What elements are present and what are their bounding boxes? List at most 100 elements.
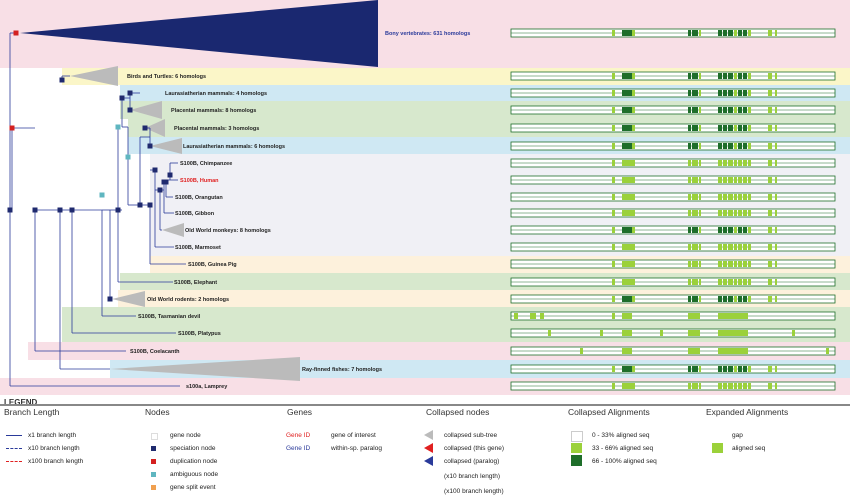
aligned-block xyxy=(738,177,742,183)
duplication-node-icon xyxy=(151,459,156,464)
aligned-block xyxy=(622,330,632,336)
aligned-block xyxy=(723,210,727,216)
aligned-block xyxy=(600,330,603,336)
collapsed-subtree-triangle xyxy=(145,119,165,137)
aligned-block xyxy=(632,177,635,183)
row-label: S100B, Marmoset xyxy=(175,245,221,251)
aligned-block xyxy=(775,366,777,372)
aligned-block xyxy=(632,143,635,149)
aligned-block xyxy=(699,160,701,166)
aligned-block xyxy=(728,73,733,79)
aligned-block xyxy=(699,261,701,267)
aligned-block xyxy=(688,227,691,233)
aligned-block xyxy=(723,125,727,131)
aligned-block xyxy=(699,210,701,216)
duplication-node-icon xyxy=(13,30,19,36)
aligned-block xyxy=(612,383,615,389)
aligned-block xyxy=(699,30,701,36)
exp-aligned-swatch xyxy=(712,443,723,453)
legend-collapsed-paralog: collapsed (paralog) xyxy=(444,458,500,465)
aligned-block xyxy=(718,73,722,79)
aligned-block xyxy=(768,194,772,200)
aligned-block xyxy=(632,383,635,389)
aligned-block xyxy=(748,244,751,250)
aligned-block xyxy=(738,279,742,285)
aligned-block xyxy=(743,383,747,389)
aligned-block xyxy=(748,279,751,285)
aligned-block xyxy=(728,279,733,285)
aligned-block xyxy=(688,296,691,302)
legend-node-speciation: speciation node xyxy=(170,445,216,452)
row-label: Old World monkeys: 8 homologs xyxy=(185,228,271,234)
row-background xyxy=(120,101,850,119)
legend-branch-x100: x100 branch length xyxy=(28,458,84,465)
aligned-block xyxy=(748,160,751,166)
aligned-block xyxy=(748,296,751,302)
aligned-block xyxy=(743,279,747,285)
aligned-block xyxy=(692,279,698,285)
ambiguous-node-icon xyxy=(115,124,121,130)
duplication-node-icon xyxy=(9,125,15,131)
aligned-block xyxy=(734,366,737,372)
aligned-block xyxy=(728,125,733,131)
aligned-block xyxy=(734,279,737,285)
aligned-block xyxy=(748,107,751,113)
row-label: Placental mammals: 3 homologs xyxy=(174,126,259,132)
collapsed-subtree-triangle xyxy=(110,357,300,381)
speciation-node-icon xyxy=(59,77,65,83)
legend-title: LEGEND xyxy=(4,398,38,407)
aligned-block xyxy=(699,177,701,183)
aligned-block xyxy=(738,383,742,389)
aligned-block xyxy=(612,366,615,372)
aligned-block xyxy=(775,383,777,389)
aligned-block xyxy=(622,160,632,166)
legend-align-33-66: 33 - 66% aligned seq xyxy=(592,445,654,452)
aligned-block xyxy=(734,143,737,149)
aligned-block xyxy=(723,366,727,372)
aligned-block xyxy=(632,366,635,372)
aligned-block xyxy=(768,73,772,79)
gene-tree: Bony vertebrates: 631 homologs Birds and … xyxy=(0,0,850,395)
aligned-block xyxy=(768,366,772,372)
speciation-node-icon xyxy=(157,187,163,193)
speciation-node-icon xyxy=(147,143,153,149)
aligned-block xyxy=(718,383,722,389)
aligned-block xyxy=(768,177,772,183)
aligned-block xyxy=(728,143,733,149)
aligned-block xyxy=(743,143,747,149)
aligned-block xyxy=(768,210,772,216)
aligned-block xyxy=(699,383,701,389)
align-0-33-swatch xyxy=(571,431,583,442)
aligned-block xyxy=(728,296,733,302)
aligned-block xyxy=(723,279,727,285)
aligned-block xyxy=(622,194,632,200)
legend-collapsed-x100: (x100 branch length) xyxy=(444,488,504,495)
aligned-block xyxy=(688,261,691,267)
gene-split-icon xyxy=(151,485,156,490)
legend-collapsed-this-gene: collapsed (this gene) xyxy=(444,445,504,452)
aligned-block xyxy=(632,227,635,233)
aligned-block xyxy=(612,261,615,267)
aligned-block xyxy=(768,261,772,267)
aligned-block xyxy=(748,261,751,267)
aligned-block xyxy=(688,210,691,216)
legend-align-0-33: 0 - 33% aligned seq xyxy=(592,432,650,439)
legend-align-66-100: 66 - 100% aligned seq xyxy=(592,458,657,465)
legend-node-gene: gene node xyxy=(170,432,201,439)
aligned-block xyxy=(699,244,701,250)
aligned-block xyxy=(748,366,751,372)
collapsed-subtree-triangle xyxy=(130,101,162,119)
legend-gene-interest: gene of interest xyxy=(331,432,376,439)
aligned-block xyxy=(692,73,698,79)
speciation-node-icon xyxy=(152,167,158,173)
aligned-block xyxy=(622,383,632,389)
aligned-block xyxy=(728,383,733,389)
aligned-block xyxy=(738,160,742,166)
aligned-block xyxy=(688,73,691,79)
ambiguous-node-icon xyxy=(151,472,156,477)
aligned-block xyxy=(612,30,615,36)
aligned-block xyxy=(738,90,742,96)
gene-node-icon xyxy=(151,433,158,440)
aligned-block xyxy=(775,244,777,250)
aligned-block xyxy=(612,177,615,183)
